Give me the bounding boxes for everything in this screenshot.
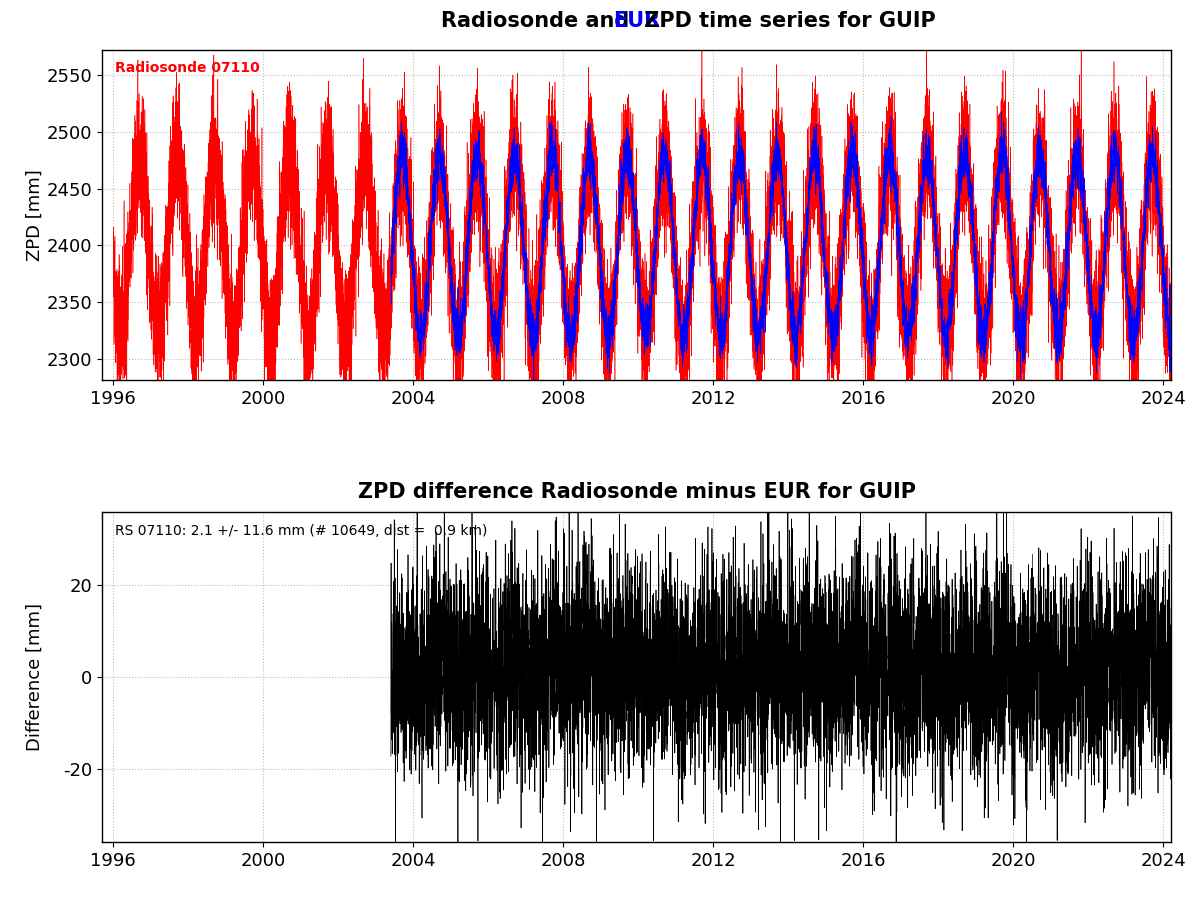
Y-axis label: Difference [mm]: Difference [mm] [25, 604, 43, 751]
Text: EUR: EUR [613, 12, 661, 32]
Y-axis label: ZPD [mm]: ZPD [mm] [25, 168, 43, 260]
Title: ZPD difference Radiosonde minus EUR for GUIP: ZPD difference Radiosonde minus EUR for … [358, 482, 915, 502]
Text: Radiosonde and: Radiosonde and [441, 12, 637, 32]
Text: RS 07110: 2.1 +/- 11.6 mm (# 10649, dist =  0.9 km): RS 07110: 2.1 +/- 11.6 mm (# 10649, dist… [115, 523, 488, 538]
Text: ZPD time series for GUIP: ZPD time series for GUIP [637, 12, 936, 32]
Text: Radiosonde 07110: Radiosonde 07110 [115, 61, 259, 75]
